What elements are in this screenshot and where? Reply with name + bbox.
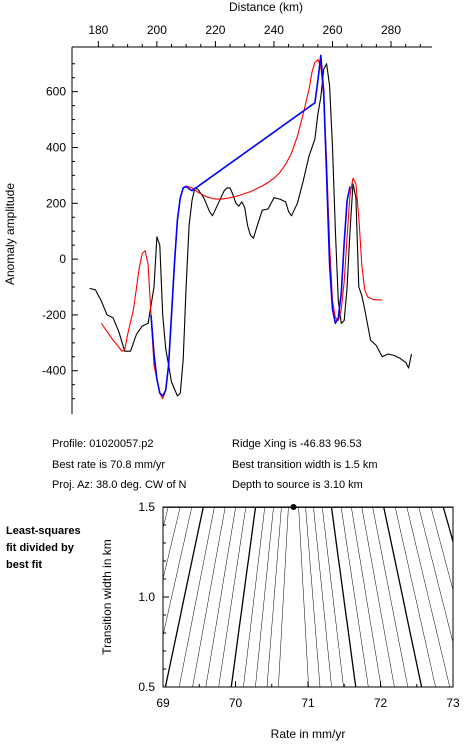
- fit-window-line: [150, 54, 351, 397]
- x-tick-label: 71: [301, 696, 315, 710]
- contour-line: [163, 507, 451, 687]
- profile-lines: [89, 54, 413, 400]
- y-tick-label: 1.0: [138, 590, 155, 604]
- contour-line: [163, 507, 436, 687]
- top-x-ticks: 180 200 220 240 260 280: [72, 23, 432, 48]
- bottom-x-axis-title: Rate in mm/yr: [271, 727, 346, 741]
- y-tick-label: -200: [42, 308, 66, 322]
- profile-chart: Distance (km) 180 200 220 240 260 280 -400 -20…: [3, 0, 432, 414]
- contour-line: [218, 507, 369, 687]
- contour-line: [243, 507, 344, 687]
- x-tick-label: 260: [322, 23, 342, 37]
- x-tick-label: 70: [229, 696, 243, 710]
- best-width-label: Best transition width is 1.5 km: [232, 459, 378, 471]
- side-note-line-1: Least-squares: [6, 525, 81, 537]
- y-tick-label: 400: [46, 140, 66, 154]
- side-note-line-2: fit divided by: [6, 542, 74, 554]
- x-tick-label: 69: [156, 696, 170, 710]
- x-tick-label: 180: [88, 23, 108, 37]
- contour-line: [163, 507, 453, 508]
- contour-set: [163, 507, 453, 687]
- contour-line: [230, 507, 357, 687]
- contour-line: [278, 507, 309, 687]
- y-tick-label: 200: [46, 196, 66, 210]
- bottom-x-ticks: 69 70 71 72 73: [156, 681, 460, 710]
- contour-line: [163, 507, 453, 508]
- depth-label: Depth to source is 3.10 km: [232, 479, 363, 491]
- contour-line: [163, 507, 453, 508]
- x-tick-label: 73: [446, 696, 460, 710]
- ridge-xing-label: Ridge Xing is -46.83 96.53: [232, 438, 362, 450]
- best-rate-label: Best rate is 70.8 mm/yr: [52, 459, 166, 471]
- misfit-contour-chart: 69 70 71 72 73 0.5 1.0 1.5 Rate in mm/yr Trans…: [100, 500, 460, 741]
- side-note-line-3: best fit: [6, 559, 43, 571]
- model-profile-line: [100, 59, 383, 400]
- observed-profile-line: [89, 63, 413, 397]
- contour-line: [178, 507, 409, 687]
- x-tick-label: 200: [147, 23, 167, 37]
- side-note: Least-squares fit divided by best fit: [6, 523, 81, 574]
- x-tick-label: 240: [264, 23, 284, 37]
- contour-lines: [163, 507, 453, 687]
- contour-line: [163, 507, 453, 508]
- contour-line: [205, 507, 382, 687]
- contour-line: [192, 507, 395, 687]
- profile-label: Profile: 01020057.p2: [52, 438, 154, 450]
- x-tick-label: 72: [374, 696, 388, 710]
- y-tick-label: 1.5: [138, 500, 155, 514]
- contour-line: [163, 507, 453, 644]
- bottom-y-axis-title: Transition width in km: [100, 539, 114, 655]
- top-y-axis-title: Anomaly amplitude: [3, 183, 17, 285]
- contour-line: [164, 507, 423, 687]
- x-tick-label: 280: [381, 23, 401, 37]
- top-x-axis-title: Distance (km): [229, 0, 303, 14]
- y-tick-label: 600: [46, 85, 66, 99]
- x-tick-label: 220: [205, 23, 225, 37]
- contour-line: [266, 507, 321, 687]
- bottom-y-ticks: 0.5 1.0 1.5: [138, 500, 169, 694]
- y-tick-label: 0: [59, 252, 66, 266]
- contour-frame: [162, 506, 454, 688]
- proj-az-label: Proj. Az: 38.0 deg. CW of N: [52, 479, 187, 491]
- y-tick-label: 0.5: [138, 680, 155, 694]
- best-fit-marker: [290, 504, 297, 510]
- y-tick-label: -400: [42, 364, 66, 378]
- contour-line: [255, 507, 332, 687]
- top-y-ticks: -400 -200 0 200 400 600: [42, 47, 78, 414]
